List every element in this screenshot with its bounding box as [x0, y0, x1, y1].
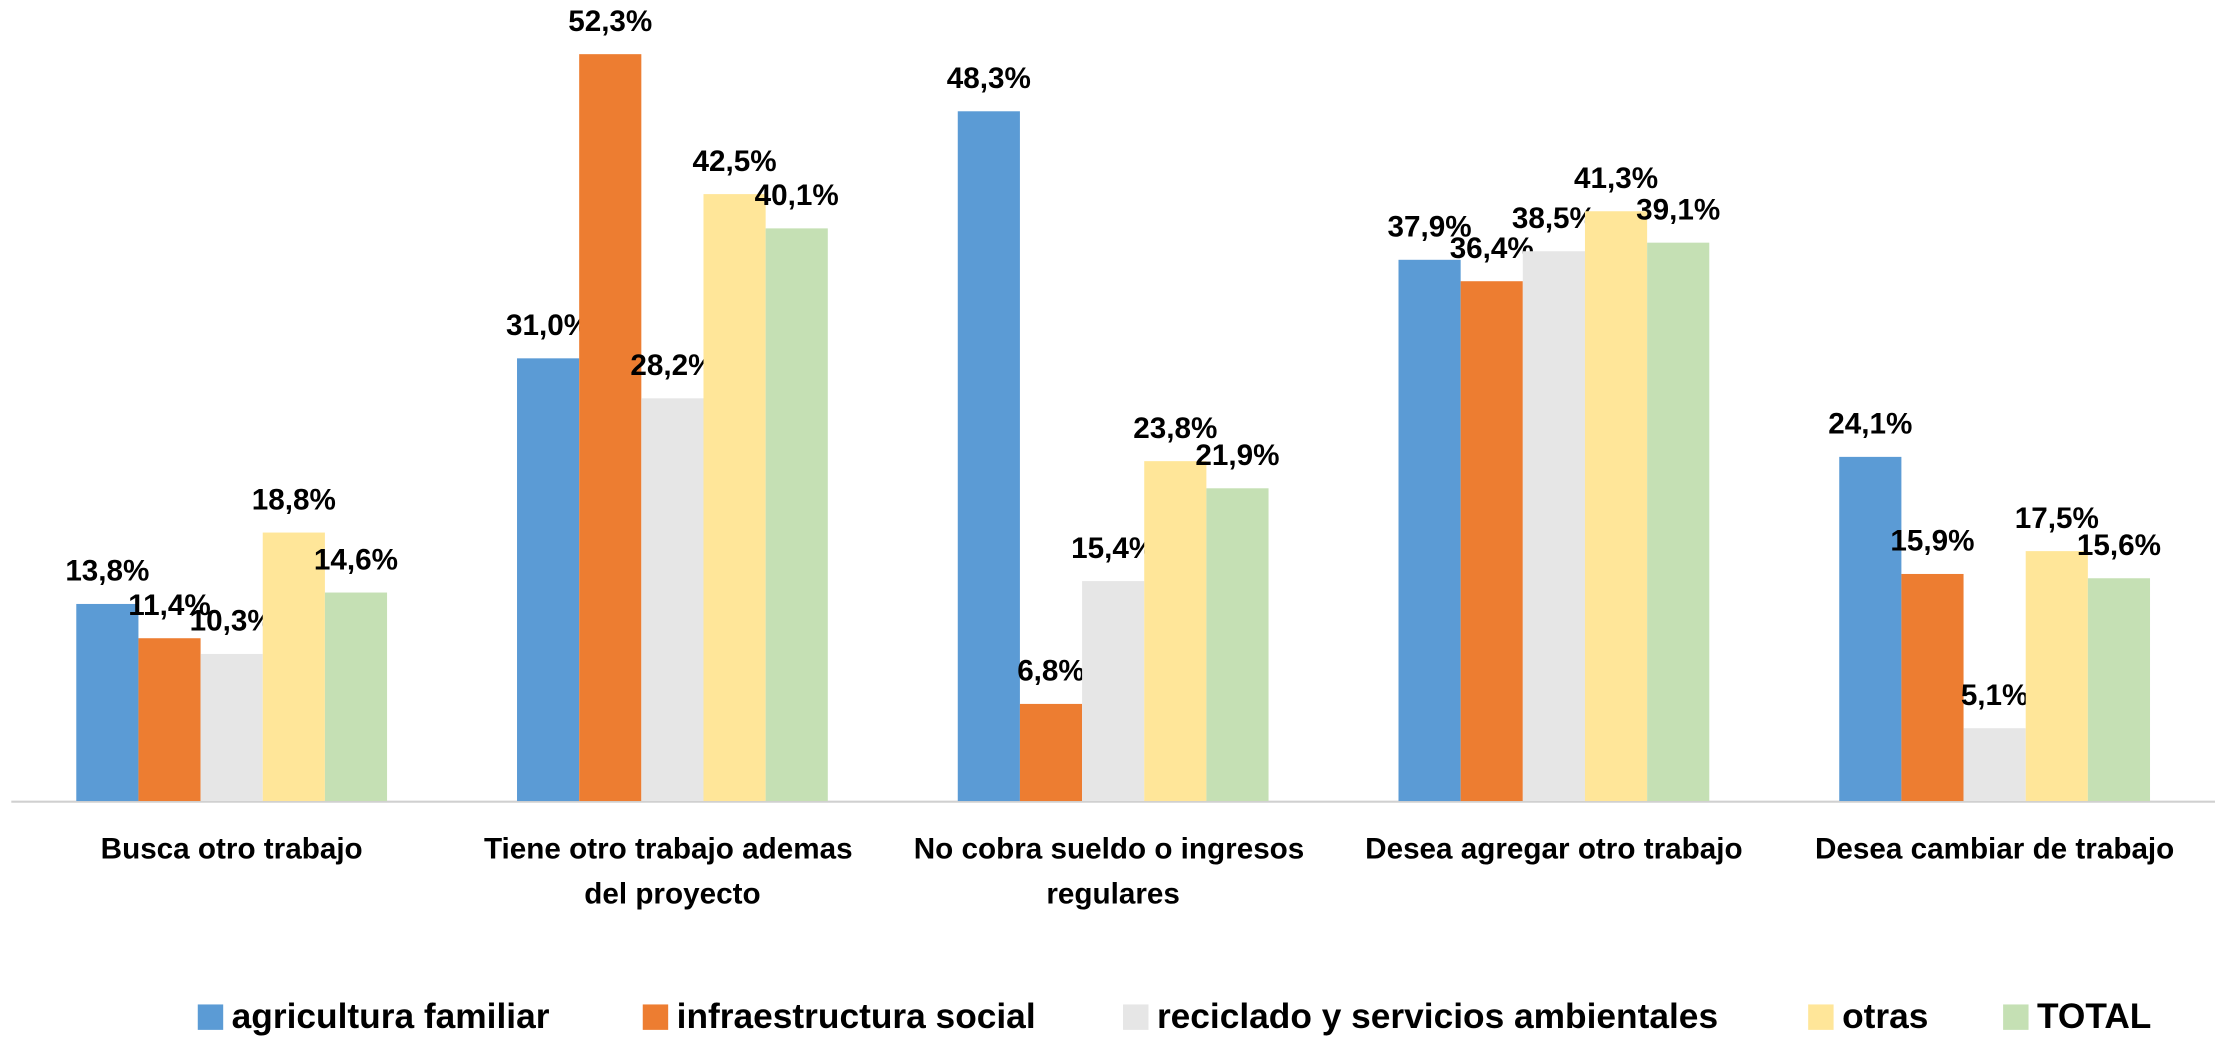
x-tick-label: Tiene otro trabajo ademas del proyecto [484, 832, 861, 910]
data-label: 15,6% [2077, 529, 2161, 562]
data-label: 6,8% [1017, 655, 1085, 688]
bar [765, 228, 828, 802]
data-label: 14,6% [314, 543, 398, 576]
bar [1082, 581, 1145, 802]
data-label: 15,4% [1071, 532, 1155, 565]
bar [1019, 703, 1083, 802]
bar [1901, 573, 1964, 802]
x-tick-label: Busca otro trabajo [101, 832, 363, 865]
data-label: 13,8% [65, 555, 149, 588]
legend-swatch [197, 1004, 224, 1030]
legend-swatch [1808, 1004, 1834, 1030]
data-label: 23,8% [1133, 412, 1217, 445]
data-label: 48,3% [947, 62, 1031, 95]
bar [1398, 259, 1461, 802]
data-label: 10,3% [190, 605, 274, 638]
bar [2087, 578, 2151, 802]
bar [324, 592, 388, 802]
bar [138, 638, 201, 802]
legend-swatch [1123, 1004, 1149, 1030]
bar [262, 532, 325, 802]
bar [579, 54, 642, 802]
bar [1522, 251, 1585, 802]
bar [1839, 456, 1902, 802]
bar [1584, 211, 1648, 802]
data-label: 37,9% [1388, 211, 1472, 244]
data-label: 15,9% [1890, 525, 1974, 558]
legend-swatch [2003, 1004, 2029, 1030]
bar [76, 603, 139, 802]
data-label: 5,1% [1961, 679, 2029, 712]
data-label: 52,3% [568, 5, 652, 38]
data-label: 21,9% [1195, 439, 1279, 472]
data-label: 41,3% [1574, 162, 1658, 195]
bar [1647, 242, 1710, 802]
data-label: 36,4% [1450, 232, 1534, 265]
bar [1460, 281, 1523, 802]
bar [641, 398, 704, 802]
data-label: 39,1% [1636, 193, 1720, 226]
data-label: 31,0% [506, 309, 590, 342]
data-label: 17,5% [2015, 502, 2099, 535]
data-label: 24,1% [1828, 408, 1912, 441]
bar [703, 194, 766, 802]
data-label: 40,1% [755, 179, 839, 212]
legend-label: otras [1842, 997, 1928, 1036]
legend-label: infraestructura social [677, 997, 1036, 1036]
data-label: 42,5% [693, 145, 777, 178]
bar [2025, 551, 2088, 802]
data-label: 38,5% [1512, 202, 1596, 235]
x-tick-label: No cobra sueldo o ingresos regulares [914, 832, 1313, 910]
x-tick-label: Desea agregar otro trabajo [1365, 832, 1742, 865]
bar [1206, 488, 1269, 802]
bar [1963, 728, 2026, 802]
legend-label: reciclado y servicios ambientales [1157, 997, 1718, 1036]
legend-swatch [642, 1004, 669, 1030]
data-label: 28,2% [630, 349, 714, 382]
legend-label: TOTAL [2037, 997, 2151, 1036]
data-label: 11,4% [128, 589, 210, 622]
bar [517, 358, 580, 802]
bar [957, 111, 1020, 802]
legend-label: agricultura familiar [232, 997, 550, 1036]
data-label: 18,8% [252, 483, 336, 516]
x-tick-label: Desea cambiar de trabajo [1815, 832, 2174, 865]
bar [1144, 461, 1207, 802]
bar [200, 653, 263, 802]
